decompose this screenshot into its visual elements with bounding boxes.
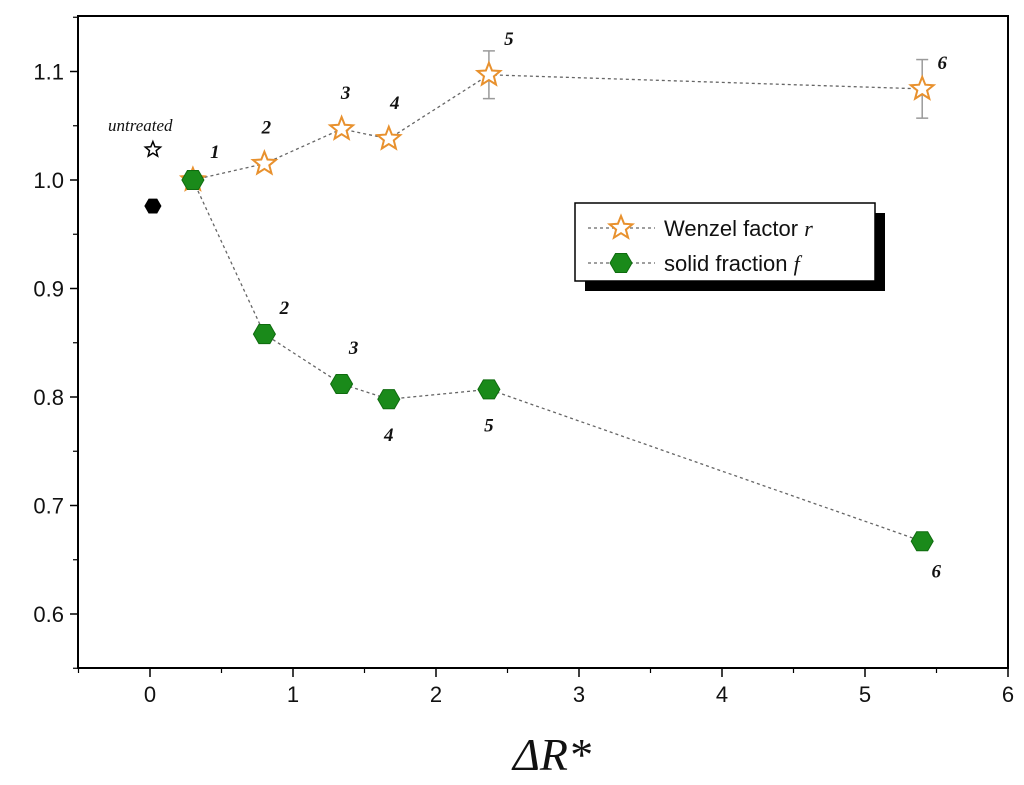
x-tick-label: 1: [287, 682, 299, 707]
untreated-star: [143, 139, 163, 158]
solid-fraction-point: [181, 170, 205, 190]
solid-fraction-point: [477, 379, 501, 400]
legend-label-solid: solid fraction f: [664, 251, 803, 276]
solid-fraction-point: [330, 374, 354, 394]
point-label: 3: [340, 83, 351, 104]
solid-fraction-point: [252, 324, 276, 345]
point-label: 5: [484, 415, 494, 436]
untreated-label: untreated: [108, 116, 173, 135]
y-tick-label: 0.7: [33, 494, 64, 519]
x-tick-label: 4: [716, 682, 728, 707]
wenzel-point: [908, 74, 937, 101]
error-bars: [482, 50, 929, 119]
x-tick-label: 6: [1002, 682, 1014, 707]
y-tick-label: 0.9: [33, 277, 64, 302]
point-label: 2: [279, 298, 290, 319]
x-axis-label: ΔR*: [511, 729, 591, 780]
y-tick-label: 0.6: [33, 602, 64, 627]
point-label: 1: [210, 142, 220, 163]
legend: Wenzel factor r solid fraction f: [574, 202, 885, 291]
x-tick-label: 5: [859, 682, 871, 707]
point-label: 5: [504, 29, 514, 50]
point-label: 3: [348, 338, 359, 359]
series-lines: [192, 74, 923, 542]
series-line-0: [192, 74, 923, 181]
y-tick-label: 1.0: [33, 168, 64, 193]
untreated-hexagon: [144, 198, 162, 214]
x-tick-label: 0: [144, 682, 156, 707]
x-tick-label: 2: [430, 682, 442, 707]
axis-ticks: 0 1 2 3 4 5 6 0.6 0.7 0.8 0.9 1.0 1.1: [33, 16, 1014, 707]
wenzel-point: [327, 114, 356, 141]
y-tick-label: 1.1: [33, 60, 64, 85]
legend-marker-wenzel: [606, 213, 636, 240]
point-label: 4: [389, 93, 400, 114]
point-labels: 123456123456: [210, 29, 947, 583]
data-marks: [143, 60, 937, 552]
legend-label-wenzel: Wenzel factor r: [664, 216, 813, 241]
y-tick-label: 0.8: [33, 385, 64, 410]
wenzel-point: [374, 124, 403, 151]
solid-fraction-point: [910, 531, 934, 552]
wenzel-point: [250, 148, 279, 176]
solid-fraction-point: [377, 389, 401, 410]
legend-marker-solid: [609, 253, 633, 273]
x-tick-label: 3: [573, 682, 585, 707]
point-label: 2: [261, 118, 272, 139]
point-label: 6: [937, 53, 947, 74]
point-label: 4: [383, 425, 394, 446]
plot-frame: [77, 15, 1009, 669]
legend-hexagon-icon: [609, 253, 633, 273]
legend-star-icon: [606, 213, 636, 240]
wenzel-point: [474, 60, 503, 87]
point-label: 6: [931, 561, 941, 582]
series-line-1: [192, 179, 923, 542]
